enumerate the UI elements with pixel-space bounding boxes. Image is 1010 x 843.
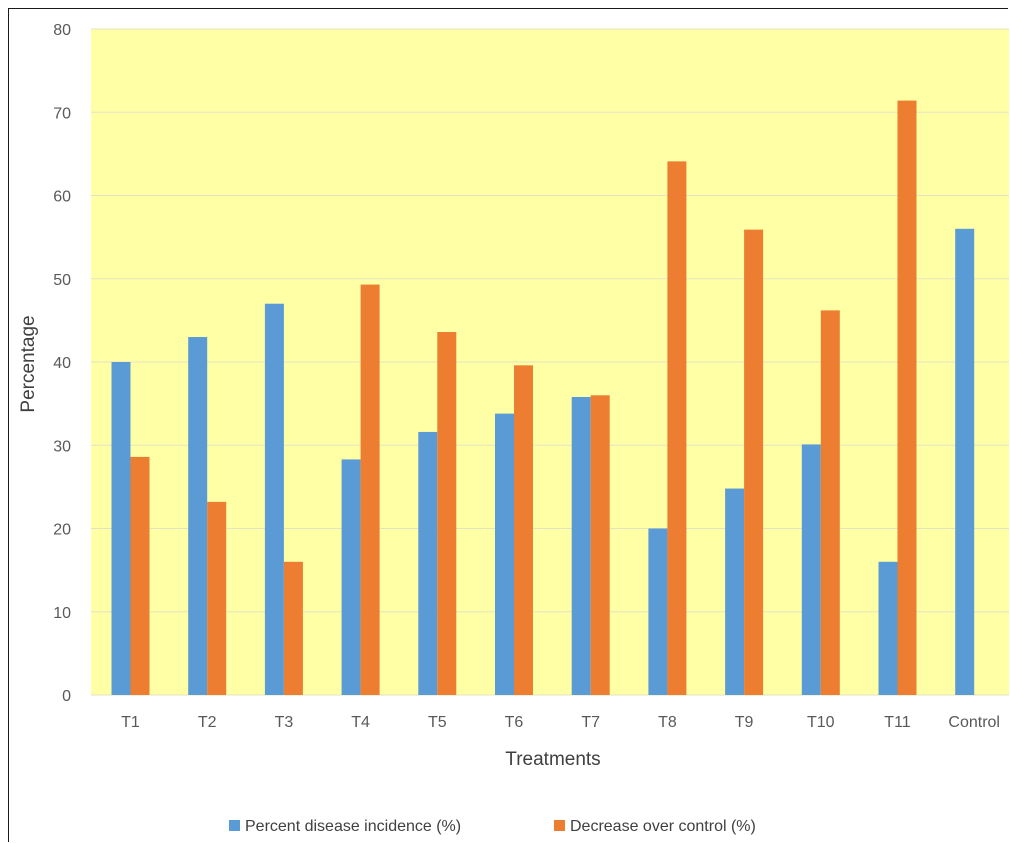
x-tick-label: T1 — [121, 714, 140, 731]
y-tick-label: 40 — [53, 355, 71, 372]
gridlines — [91, 28, 1009, 696]
y-tick-label: 30 — [53, 438, 71, 455]
bar-decrease-over-control-t11 — [897, 100, 917, 696]
bar-disease-incidence-t3 — [264, 303, 284, 695]
x-tick-label: T11 — [884, 714, 910, 731]
y-tick-labels: 0 10 20 30 40 50 60 70 80 — [53, 22, 71, 705]
bar-decrease-over-control-t10 — [820, 310, 840, 695]
x-tick-labels: T1 T2 T3 T4 T5 T6 T7 T8 T9 T10 T11 Control — [121, 714, 1000, 731]
bar-disease-incidence-t9 — [725, 488, 745, 695]
bar-decrease-over-control-t4 — [360, 284, 380, 695]
x-tick-label: Control — [948, 714, 1000, 731]
x-tick-label: T3 — [275, 714, 294, 731]
legend-swatch — [229, 820, 240, 831]
bar-disease-incidence-t4 — [341, 459, 361, 695]
y-axis-title: Percentage — [18, 315, 39, 412]
bar-disease-incidence-control — [955, 228, 975, 696]
bar-disease-incidence-t8 — [648, 528, 668, 695]
bar-decrease-over-control-t8 — [667, 161, 687, 695]
x-tick-label: T10 — [807, 714, 835, 731]
y-tick-label: 10 — [53, 605, 71, 622]
legend-label: Decrease over control (%) — [570, 818, 756, 835]
bar-decrease-over-control-t5 — [437, 332, 457, 695]
x-tick-label: T6 — [505, 714, 524, 731]
bar-disease-incidence-t10 — [801, 444, 821, 695]
bar-disease-incidence-t5 — [418, 431, 438, 695]
bar-decrease-over-control-t7 — [590, 395, 610, 695]
legend: Percent disease incidence (%) Decrease ov… — [229, 818, 756, 835]
bar-decrease-over-control-t1 — [130, 456, 150, 695]
bars — [111, 100, 975, 696]
bar-disease-incidence-t1 — [111, 362, 131, 695]
y-tick-label: 20 — [53, 522, 71, 539]
y-tick-label: 0 — [62, 688, 71, 705]
y-tick-label: 70 — [53, 105, 71, 122]
y-tick-label: 50 — [53, 272, 71, 289]
x-tick-label: T2 — [198, 714, 217, 731]
bar-disease-incidence-t6 — [495, 413, 514, 695]
bar-decrease-over-control-t9 — [744, 229, 764, 695]
x-tick-label: T7 — [581, 714, 600, 731]
chart-frame: 0 10 20 30 40 50 60 70 80 T1 T2 T3 T4 T5 T6 T7 T8 T9 T10 T… — [8, 8, 1009, 842]
bar-decrease-over-control-t3 — [283, 561, 303, 695]
x-tick-label: T9 — [735, 714, 754, 731]
x-tick-label: T5 — [428, 714, 447, 731]
x-tick-label: T8 — [658, 714, 677, 731]
y-tick-label: 80 — [53, 22, 71, 39]
y-tick-label: 60 — [53, 189, 71, 206]
bar-disease-incidence-t7 — [571, 396, 591, 695]
legend-swatch — [554, 820, 565, 831]
bar-disease-incidence-t11 — [878, 561, 898, 695]
x-axis-title: Treatments — [505, 749, 600, 770]
x-tick-label: T4 — [351, 714, 370, 731]
bar-decrease-over-control-t2 — [207, 501, 227, 695]
bar-disease-incidence-t2 — [188, 337, 208, 695]
legend-label: Percent disease incidence (%) — [245, 818, 461, 835]
bar-decrease-over-control-t6 — [514, 365, 533, 695]
